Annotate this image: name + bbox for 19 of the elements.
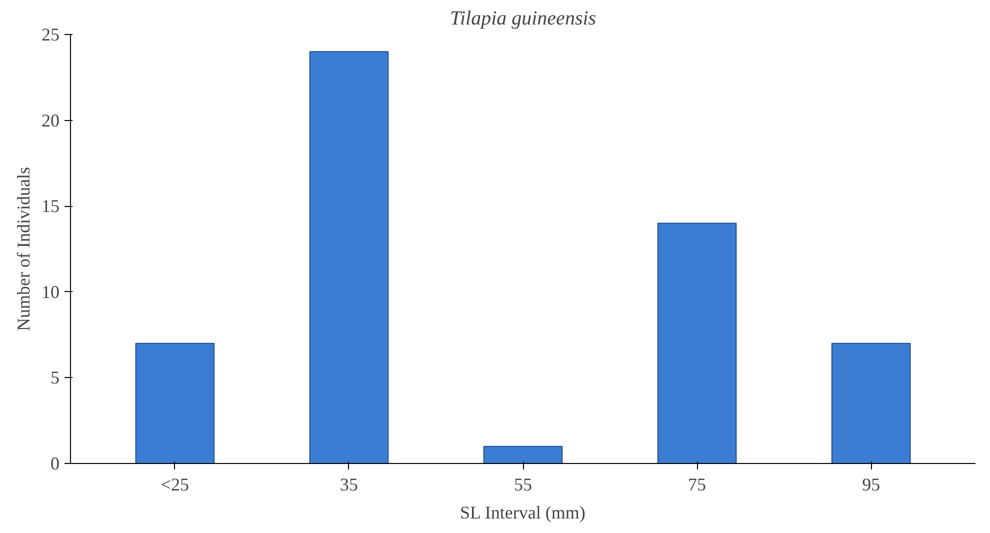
x-tick-label: 35 <box>340 474 358 494</box>
chart-title: Tilapia guineensis <box>450 8 596 30</box>
x-tick-label: 95 <box>862 474 880 494</box>
bar <box>483 446 563 464</box>
x-tick-label: <25 <box>160 474 190 494</box>
x-tick-label: 55 <box>514 474 532 494</box>
y-tick-label: 10 <box>42 282 60 302</box>
y-tick-label: 0 <box>50 454 60 474</box>
bar <box>657 222 737 464</box>
bar <box>135 342 215 464</box>
x-axis-title: SL Interval (mm) <box>460 502 586 522</box>
bar <box>309 51 389 464</box>
x-tick-label: 75 <box>688 474 706 494</box>
y-tick-label: 20 <box>42 110 60 130</box>
bar <box>831 342 911 464</box>
y-tick-label: 25 <box>42 24 60 44</box>
y-tick-label: 5 <box>50 368 60 388</box>
y-tick-label: 15 <box>42 196 60 216</box>
y-axis-title: Number of Individuals <box>14 167 34 331</box>
